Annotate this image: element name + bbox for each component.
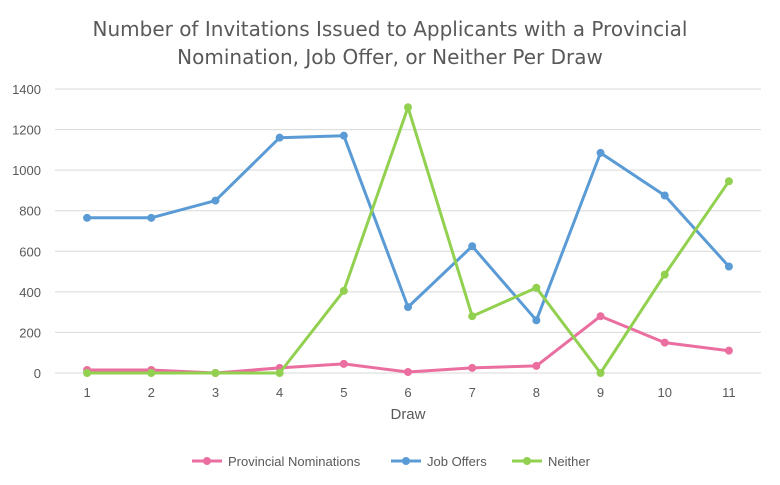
legend-label: Job Offers <box>427 454 487 469</box>
legend-marker <box>402 457 410 465</box>
legend-label: Provincial Nominations <box>228 454 361 469</box>
data-point <box>211 369 220 377</box>
data-point <box>339 286 348 295</box>
data-point <box>83 213 92 222</box>
y-axis-ticks: 0 200 400 600 800 1000 1200 1400 <box>12 82 41 381</box>
series-2 <box>83 103 733 377</box>
data-point <box>532 283 541 292</box>
legend-marker <box>203 457 211 465</box>
legend-item-1: Job Offers <box>391 454 487 469</box>
data-point <box>468 363 477 372</box>
data-point <box>211 196 220 205</box>
data-point <box>724 262 733 271</box>
y-tick-label: 0 <box>34 366 41 381</box>
gridlines <box>55 88 761 374</box>
data-point <box>404 367 412 376</box>
x-tick-label: 6 <box>404 385 411 400</box>
y-tick-label: 800 <box>19 204 41 219</box>
y-tick-label: 1400 <box>12 82 41 97</box>
x-tick-label: 9 <box>597 385 604 400</box>
y-tick-label: 600 <box>19 244 41 259</box>
data-point <box>83 369 92 377</box>
y-tick-label: 1200 <box>12 123 41 138</box>
data-point <box>660 270 669 279</box>
legend-marker <box>523 457 531 465</box>
chart-title-line-2: Nomination, Job Offer, or Neither Per Dr… <box>177 45 603 69</box>
x-tick-label: 3 <box>212 385 219 400</box>
legend-item-0: Provincial Nominations <box>192 454 361 469</box>
chart-title-line-1: Number of Invitations Issued to Applican… <box>93 17 688 41</box>
data-point <box>724 346 733 355</box>
x-tick-label: 1 <box>83 385 90 400</box>
data-point <box>275 133 284 142</box>
data-point <box>147 369 156 377</box>
data-point <box>339 131 348 140</box>
x-tick-label: 11 <box>722 385 736 400</box>
x-tick-label: 5 <box>340 385 347 400</box>
y-tick-label: 1000 <box>12 163 41 178</box>
series-line-2 <box>85 105 731 375</box>
data-point <box>596 369 605 377</box>
data-point <box>724 177 733 186</box>
data-point <box>660 338 669 347</box>
data-point <box>660 191 669 200</box>
series <box>83 103 733 377</box>
x-tick-label: 4 <box>276 385 283 400</box>
data-point <box>596 148 605 157</box>
data-point <box>339 359 348 368</box>
data-point <box>275 369 284 377</box>
data-point <box>468 242 477 251</box>
series-1 <box>83 131 733 325</box>
legend-item-2: Neither <box>512 454 591 469</box>
x-tick-label: 8 <box>533 385 540 400</box>
legend: Provincial Nominations Job Offers Neither <box>192 454 591 469</box>
data-point <box>404 103 412 112</box>
y-tick-label: 400 <box>19 285 41 300</box>
x-tick-label: 7 <box>469 385 476 400</box>
data-point <box>147 213 156 222</box>
legend-label: Neither <box>548 454 591 469</box>
series-line-1 <box>85 134 731 322</box>
x-tick-label: 2 <box>148 385 155 400</box>
x-axis-ticks: 1 2 3 4 5 6 7 8 9 10 11 <box>83 385 735 400</box>
data-point <box>596 312 605 321</box>
x-tick-label: 10 <box>657 385 671 400</box>
data-point <box>468 312 477 321</box>
data-point <box>404 303 412 312</box>
data-point <box>532 316 541 325</box>
data-point <box>532 361 541 370</box>
y-tick-label: 200 <box>19 325 41 340</box>
x-axis-title: Draw <box>390 406 425 423</box>
